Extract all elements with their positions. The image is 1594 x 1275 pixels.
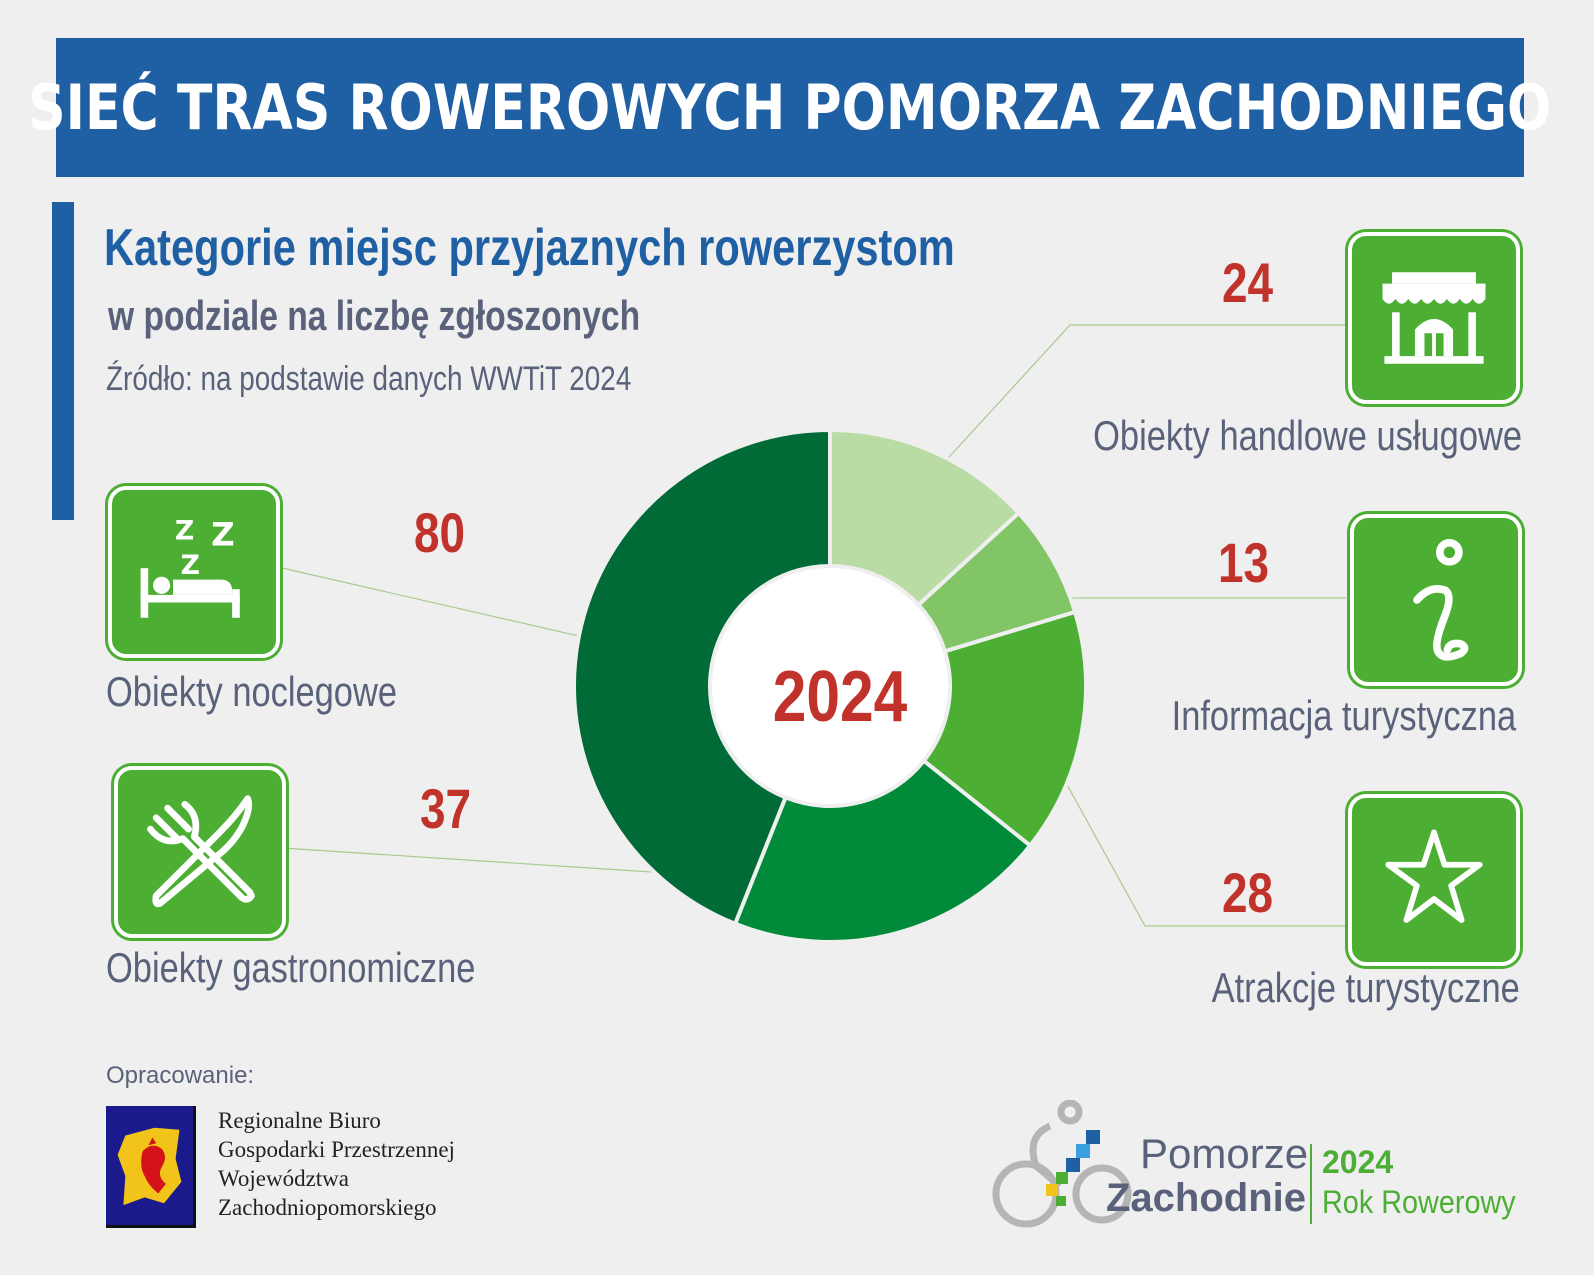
- star-icon: [1348, 794, 1520, 966]
- organization-name: Regionalne Biuro Gospodarki Przestrzenne…: [218, 1106, 455, 1222]
- pomorze-zachodnie-logo: Pomorze Zachodnie 2024 Rok Rowerowy: [990, 1100, 1530, 1240]
- cutlery-icon: [114, 766, 286, 938]
- org-line-4: Zachodniopomorskiego: [218, 1195, 437, 1220]
- chart-source: Źródło: na podstawie danych WWTiT 2024: [106, 360, 632, 398]
- category-label-noclegowe: Obiekty noclegowe: [106, 668, 397, 715]
- logo-divider: [1310, 1144, 1312, 1224]
- leader-line-atrakcje: [1033, 724, 1346, 927]
- category-label-informacja: Informacja turystyczna: [1171, 692, 1516, 739]
- org-line-1: Regionalne Biuro: [218, 1108, 381, 1133]
- chart-title: Kategorie miejsc przyjaznych rowerzystom: [104, 219, 955, 277]
- logo-line-1: Pomorze: [1140, 1130, 1309, 1177]
- bed-icon: Z Z Z: [108, 486, 280, 658]
- shop-icon: [1348, 232, 1520, 404]
- value-label-atrakcje: 28: [1222, 861, 1274, 924]
- accent-bar: [52, 202, 74, 520]
- org-line-3: Województwa: [218, 1166, 349, 1191]
- category-label-gastronomiczne: Obiekty gastronomiczne: [106, 944, 476, 991]
- chart-subtitle: w podziale na liczbę zgłoszonych: [108, 292, 641, 339]
- logo-year: 2024: [1322, 1144, 1394, 1180]
- logo-tagline: Rok Rowerowy: [1322, 1184, 1516, 1220]
- leader-line-noclegowe: [281, 567, 626, 648]
- category-label-handlowe: Obiekty handlowe usługowe: [1093, 412, 1522, 459]
- value-label-noclegowe: 80: [414, 501, 466, 564]
- svg-text:Z: Z: [211, 515, 235, 553]
- griffin-crest-icon: [106, 1106, 196, 1228]
- value-label-handlowe: 24: [1222, 251, 1274, 314]
- title-banner: SIEĆ TRAS ROWEROWYCH POMORZA ZACHODNIEGO: [28, 38, 1552, 177]
- category-label-atrakcje: Atrakcje turystyczne: [1211, 964, 1520, 1011]
- value-label-informacja: 13: [1218, 531, 1270, 594]
- org-line-2: Gospodarki Przestrzennej: [218, 1137, 455, 1162]
- info-icon: [1350, 514, 1522, 686]
- logo-line-2: Zachodnie: [1106, 1176, 1307, 1220]
- svg-text:Z: Z: [175, 516, 194, 547]
- leader-line-handlowe: [913, 324, 1346, 497]
- credit-label: Opracowanie:: [106, 1062, 255, 1089]
- slice-atrakcje: [921, 609, 1088, 849]
- svg-text:Z: Z: [181, 550, 200, 581]
- banner-title: SIEĆ TRAS ROWEROWYCH POMORZA ZACHODNIEGO: [28, 71, 1552, 144]
- center-year-label: 2024: [772, 657, 908, 737]
- value-label-gastronomiczne: 37: [420, 777, 472, 840]
- cyclist-logo-icon: [992, 1100, 1132, 1228]
